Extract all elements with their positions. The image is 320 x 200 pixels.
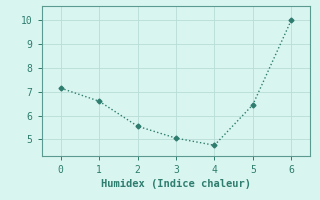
X-axis label: Humidex (Indice chaleur): Humidex (Indice chaleur) [101, 179, 251, 189]
